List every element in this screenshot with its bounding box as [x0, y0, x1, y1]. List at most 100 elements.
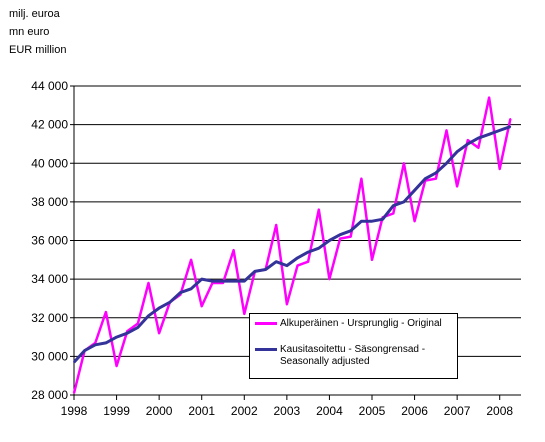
data-point: [94, 343, 97, 346]
data-point: [200, 278, 203, 280]
legend-item-original: Alkuperäinen - Ursprunglig - Original: [250, 314, 457, 334]
data-point: [307, 260, 309, 263]
data-point: [445, 129, 448, 132]
data-point: [328, 278, 331, 280]
x-tick-label: 2007: [444, 404, 471, 418]
data-point: [360, 220, 363, 222]
data-point: [222, 280, 224, 282]
data-point: [232, 280, 235, 282]
data-point: [317, 247, 320, 250]
data-point: [190, 259, 192, 261]
data-point: [456, 150, 458, 153]
data-point: [466, 143, 469, 145]
data-point: [105, 311, 107, 313]
legend-item-seasonally-adjusted: Kausitasoitettu - Säsongrensad - Seasona…: [250, 340, 457, 376]
x-tick-label: 2002: [231, 404, 258, 418]
data-point: [73, 392, 75, 394]
data-point: [456, 185, 458, 188]
data-point: [413, 189, 416, 192]
data-point: [466, 139, 469, 141]
data-point: [339, 233, 341, 236]
y-tick-label: 44 000: [31, 79, 68, 93]
data-point: [371, 220, 373, 222]
data-point: [190, 287, 192, 290]
data-point: [403, 162, 405, 165]
x-tick-label: 2000: [146, 404, 173, 418]
legend-label-seasonally-adjusted: Kausitasoitettu - Säsongrensad - Seasona…: [280, 344, 426, 367]
data-point: [435, 172, 437, 174]
data-point: [477, 137, 480, 139]
y-tick-label: 36 000: [31, 234, 68, 248]
data-point: [211, 280, 214, 282]
data-point: [392, 204, 395, 207]
series-line-seasonally-adjusted: [72, 125, 511, 364]
data-point: [445, 162, 448, 165]
data-point: [232, 249, 235, 251]
data-point: [275, 260, 278, 263]
x-tick-label: 2001: [188, 404, 215, 418]
data-point: [200, 305, 203, 307]
x-tick-label: 1998: [61, 404, 88, 418]
data-point: [349, 230, 352, 232]
legend: Alkuperäinen - Ursprunglig - Original Ka…: [249, 313, 458, 379]
x-tick-label: 1999: [103, 404, 130, 418]
data-point: [168, 301, 171, 304]
data-point: [126, 332, 129, 335]
data-point: [413, 220, 416, 222]
data-point: [381, 218, 384, 221]
data-point: [286, 264, 288, 267]
unit-label-english: EUR million: [9, 44, 67, 56]
data-point: [498, 168, 501, 170]
x-tick-label: 2004: [316, 404, 343, 418]
data-point: [105, 342, 107, 344]
y-tick-label: 32 000: [31, 311, 68, 325]
data-point: [317, 208, 320, 211]
x-tick-label: 2003: [274, 404, 301, 418]
data-point: [158, 332, 160, 335]
data-point: [360, 177, 363, 180]
data-point: [339, 237, 341, 240]
data-point: [73, 361, 75, 363]
data-point: [147, 315, 150, 317]
data-point: [392, 212, 395, 215]
y-tick-label: 30 000: [31, 349, 68, 363]
data-point: [498, 129, 501, 132]
y-tick-label: 38 000: [31, 195, 68, 209]
data-point: [371, 259, 373, 261]
data-point: [477, 147, 480, 149]
unit-label-finnish: milj. euroa: [9, 8, 60, 20]
data-point: [307, 251, 309, 253]
data-point: [488, 96, 490, 99]
data-point: [264, 268, 267, 271]
y-tick-label: 40 000: [31, 156, 68, 170]
data-point: [243, 280, 246, 282]
data-point: [296, 264, 299, 267]
data-point: [158, 307, 160, 309]
legend-swatch-seasonally-adjusted: [255, 348, 277, 351]
data-point: [137, 322, 139, 325]
y-tick-label: 28 000: [31, 388, 68, 402]
data-point: [509, 125, 512, 128]
data-point: [435, 177, 437, 180]
data-point: [296, 257, 299, 259]
data-point: [137, 326, 139, 329]
data-point: [254, 270, 256, 273]
y-tick-label: 34 000: [31, 272, 68, 286]
data-point: [488, 133, 490, 136]
data-point: [328, 239, 331, 242]
data-point: [349, 235, 352, 238]
data-point: [403, 201, 405, 203]
data-point: [243, 313, 246, 315]
x-tick-label: 2005: [359, 404, 386, 418]
data-point: [115, 365, 118, 367]
data-point: [275, 224, 278, 226]
data-point: [286, 303, 288, 306]
data-point: [179, 291, 182, 294]
data-point: [509, 118, 512, 120]
data-point: [83, 349, 86, 352]
data-point: [115, 336, 118, 338]
x-tick-label: 2008: [486, 404, 513, 418]
legend-label-original: Alkuperäinen - Ursprunglig - Original: [280, 318, 442, 329]
unit-label-swedish: mn euro: [9, 26, 50, 38]
